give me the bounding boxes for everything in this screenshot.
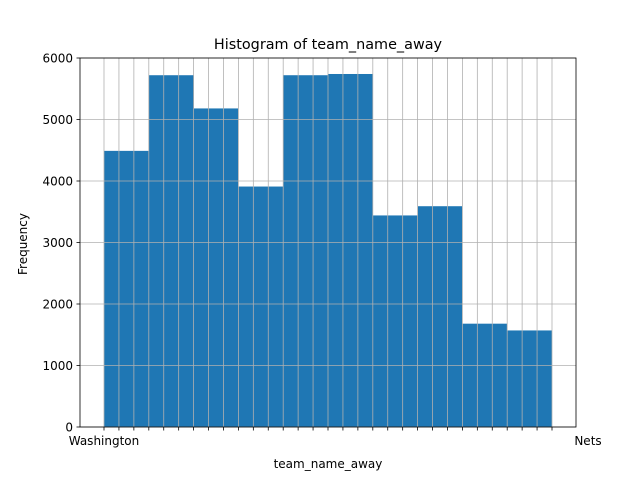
y-tick-label: 2000 — [42, 297, 73, 311]
histogram-bar — [417, 206, 463, 427]
y-tick-label: 6000 — [42, 51, 73, 65]
y-tick-label: 1000 — [42, 359, 73, 373]
x-tick-label: Washington — [69, 434, 140, 448]
histogram-bar — [104, 150, 149, 428]
y-tick-label: 0 — [65, 420, 73, 434]
grid — [80, 57, 576, 428]
y-tick-label: 4000 — [42, 174, 73, 188]
bars — [104, 73, 552, 428]
y-ticks: 0 1000 2000 3000 4000 5000 6000 — [42, 51, 80, 434]
histogram-bar — [328, 73, 373, 428]
histogram-bar — [238, 186, 284, 427]
histogram-bar — [462, 323, 508, 427]
histogram-bar — [372, 215, 418, 427]
x-ticks: Washington Nets — [69, 427, 602, 448]
y-tick-label: 5000 — [42, 113, 73, 127]
y-tick-label: 3000 — [42, 236, 73, 250]
histogram-bar — [148, 75, 194, 427]
chart-title: Histogram of team_name_away — [214, 37, 443, 53]
histogram-bar — [507, 330, 552, 427]
y-axis-label: Frequency — [16, 213, 30, 275]
x-tick-label: Nets — [574, 434, 601, 448]
histogram-bar — [193, 108, 239, 428]
histogram-bar — [283, 75, 328, 427]
x-axis-label: team_name_away — [274, 457, 383, 471]
